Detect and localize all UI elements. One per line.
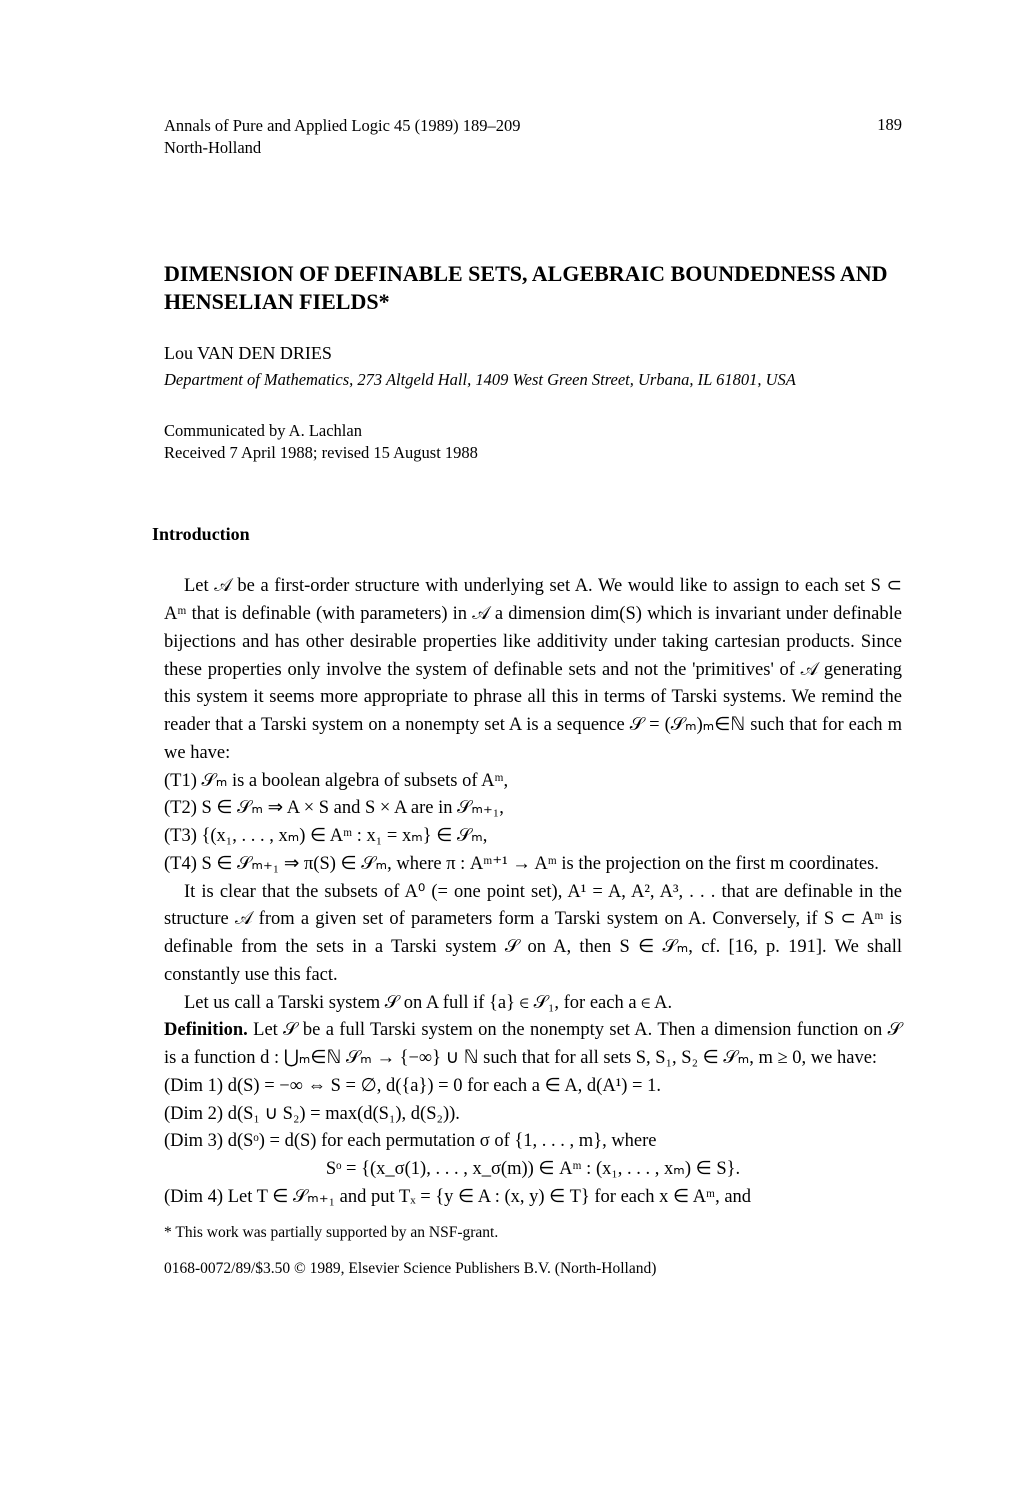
page-number: 189 [877,115,902,160]
dimension-axiom-1: (Dim 1) d(S) = −∞ ⇔ S = ∅, d({a}) = 0 fo… [164,1073,902,1101]
publisher: North-Holland [164,137,521,159]
intro-paragraph-2: It is clear that the subsets of A⁰ (= on… [164,879,902,990]
journal-info: Annals of Pure and Applied Logic 45 (198… [164,115,521,160]
definition-text: Let 𝒮 be a full Tarski system on the non… [164,1020,902,1068]
definition-block: Definition. Let 𝒮 be a full Tarski syste… [164,1017,902,1073]
paper-title: DIMENSION OF DEFINABLE SETS, ALGEBRAIC B… [164,260,902,317]
intro-paragraph-3: Let us call a Tarski system 𝒮 on A full … [164,990,902,1018]
definition-label: Definition. [164,1020,248,1040]
copyright-line: 0168-0072/89/$3.50 © 1989, Elsevier Scie… [164,1260,902,1278]
journal-citation: Annals of Pure and Applied Logic 45 (198… [164,115,521,137]
tarski-axiom-t1: (T1) 𝒮ₘ is a boolean algebra of subsets … [164,768,902,796]
author-affiliation: Department of Mathematics, 273 Altgeld H… [164,370,902,390]
body-content: Let 𝒜 be a first-order structure with un… [164,573,902,1211]
communicated-by: Communicated by A. Lachlan [164,420,902,442]
intro-paragraph-1: Let 𝒜 be a first-order structure with un… [164,573,902,767]
dimension-axiom-3-equation: Sᵒ = {(x_σ(1), . . . , x_σ(m)) ∈ Aᵐ : (x… [164,1156,902,1184]
dimension-axiom-4: (Dim 4) Let T ∈ 𝒮ₘ₊₁ and put Tₓ = {y ∈ A… [164,1184,902,1212]
received-date: Received 7 April 1988; revised 15 August… [164,442,902,464]
running-header: Annals of Pure and Applied Logic 45 (198… [164,115,902,160]
tarski-axiom-t2: (T2) S ∈ 𝒮ₘ ⇒ A × S and S × A are in 𝒮ₘ₊… [164,795,902,823]
section-heading-introduction: Introduction [152,524,902,545]
submission-info: Communicated by A. Lachlan Received 7 Ap… [164,420,902,465]
dimension-axiom-2: (Dim 2) d(S₁ ∪ S₂) = max(d(S₁), d(S₂)). [164,1101,902,1129]
dimension-axiom-3: (Dim 3) d(Sᵒ) = d(S) for each permutatio… [164,1128,902,1156]
paper-page: Annals of Pure and Applied Logic 45 (198… [0,0,1020,1499]
footnote-nsf: * This work was partially supported by a… [164,1224,902,1242]
tarski-axiom-t3: (T3) {(x₁, . . . , xₘ) ∈ Aᵐ : x₁ = xₘ} ∈… [164,823,902,851]
tarski-axiom-t4: (T4) S ∈ 𝒮ₘ₊₁ ⇒ π(S) ∈ 𝒮ₘ, where π : Aᵐ⁺… [164,851,902,879]
author-name: Lou VAN DEN DRIES [164,343,902,364]
